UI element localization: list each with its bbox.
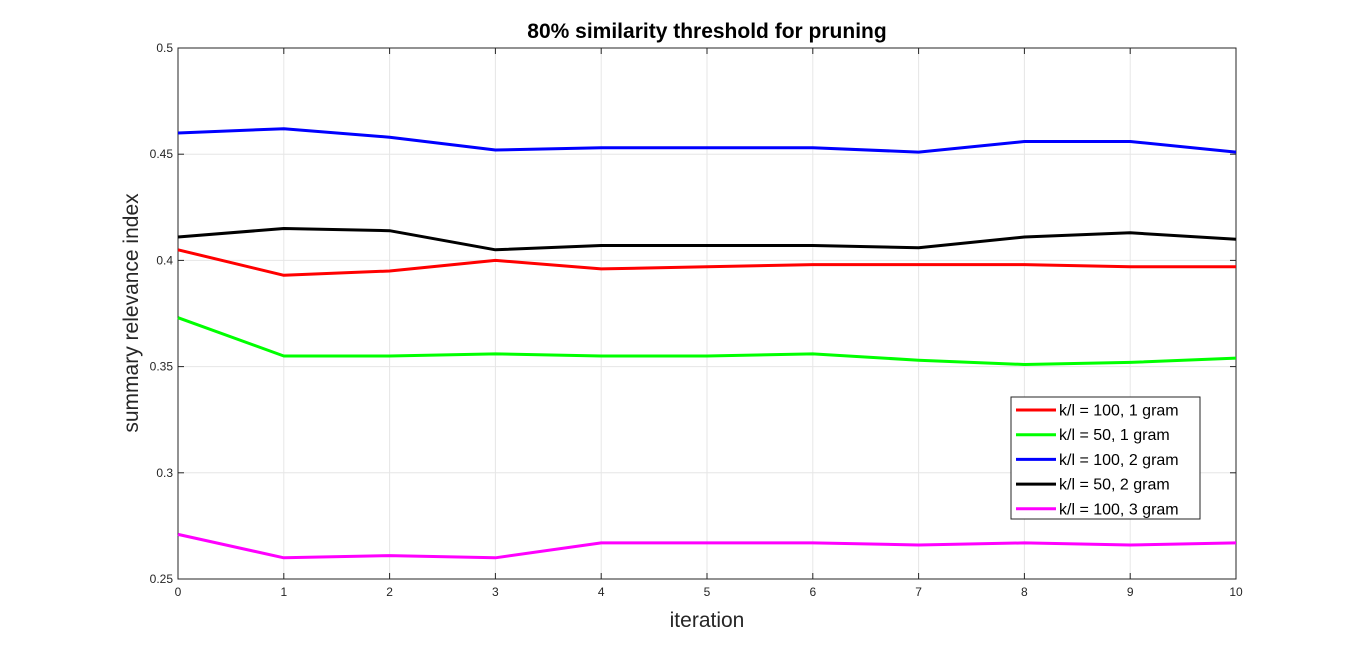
legend-entry: k/l = 100, 1 gram xyxy=(1016,403,1179,420)
series-line-1 xyxy=(177,248,1236,277)
ticks: 0 1 2 3 4 5 6 7 8 9 10 0.25 0.3 0.35 0.4 0.45 0.5 xyxy=(150,41,1243,599)
x-tick-label: 5 xyxy=(704,585,711,599)
x-tick-label: 4 xyxy=(598,585,605,599)
legend-label: k/l = 100, 3 gram xyxy=(1059,501,1179,518)
legend-label: k/l = 100, 1 gram xyxy=(1059,403,1179,420)
y-tick-label: 0.45 xyxy=(150,147,174,161)
x-tick-label: 0 xyxy=(175,585,182,599)
y-axis-label: summary relevance index xyxy=(120,193,143,433)
legend-entry: k/l = 100, 2 gram xyxy=(1016,452,1179,469)
series-line-3 xyxy=(177,127,1237,154)
x-tick-label: 10 xyxy=(1229,585,1243,599)
legend-entry: k/l = 100, 3 gram xyxy=(1016,501,1179,518)
y-tick-label: 0.5 xyxy=(156,41,173,55)
series-line-5 xyxy=(177,532,1237,560)
series-line-2 xyxy=(177,316,1237,366)
legend: k/l = 100, 1 gram k/l = 50, 1 gram k/l = 1… xyxy=(1010,396,1201,520)
x-axis-label: iteration xyxy=(670,609,745,632)
series-lines xyxy=(177,127,1237,560)
x-tick-label: 3 xyxy=(492,585,499,599)
y-tick-label: 0.35 xyxy=(150,360,174,374)
legend-entry: k/l = 50, 1 gram xyxy=(1016,427,1170,444)
x-tick-label: 1 xyxy=(280,585,287,599)
legend-label: k/l = 50, 1 gram xyxy=(1059,427,1170,444)
y-tick-label: 0.3 xyxy=(156,466,173,480)
legend-label: k/l = 100, 2 gram xyxy=(1059,452,1179,469)
legend-label: k/l = 50, 2 gram xyxy=(1059,477,1170,494)
series-line-4 xyxy=(177,227,1237,252)
chart-title: 80% similarity threshold for pruning xyxy=(527,20,886,43)
x-tick-label: 8 xyxy=(1021,585,1028,599)
x-tick-label: 9 xyxy=(1127,585,1134,599)
y-tick-label: 0.4 xyxy=(156,253,173,267)
legend-entry: k/l = 50, 2 gram xyxy=(1016,477,1170,494)
x-tick-label: 6 xyxy=(809,585,816,599)
x-tick-label: 7 xyxy=(915,585,922,599)
x-tick-label: 2 xyxy=(386,585,393,599)
y-tick-label: 0.25 xyxy=(150,572,174,586)
